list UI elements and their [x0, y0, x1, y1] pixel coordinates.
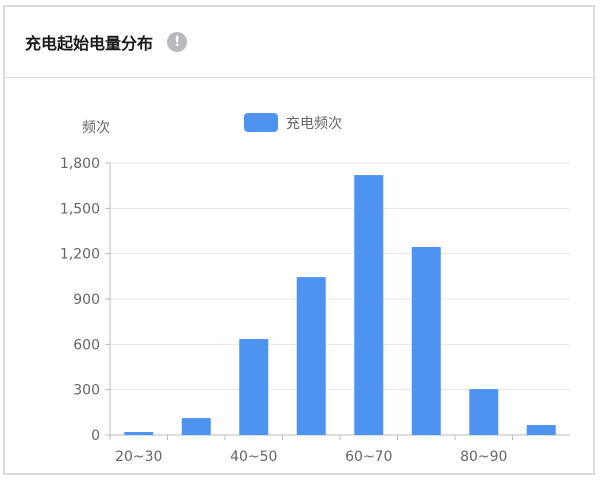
- x-tick-label: 20~30: [115, 449, 162, 465]
- y-tick-label: 0: [91, 428, 100, 444]
- bar: [296, 277, 326, 435]
- bar: [239, 339, 269, 435]
- y-tick-label: 900: [73, 292, 100, 308]
- y-tick-label: 300: [73, 383, 100, 399]
- y-axis-label: 频次: [82, 120, 110, 136]
- bar: [124, 431, 154, 435]
- bar: [181, 418, 211, 435]
- bar: [411, 247, 441, 435]
- y-tick-label: 1,200: [60, 247, 100, 263]
- x-tick-label: 80~90: [460, 449, 507, 465]
- x-tick-label: 40~50: [230, 449, 277, 465]
- card-title: 充电起始电量分布: [25, 34, 154, 53]
- legend-swatch[interactable]: [244, 113, 278, 132]
- bar: [354, 175, 384, 436]
- card-header: 充电起始电量分布 !: [5, 7, 593, 78]
- bar: [526, 425, 556, 435]
- y-tick-label: 600: [73, 337, 100, 353]
- legend-label[interactable]: 充电频次: [286, 116, 342, 132]
- exclamation-circle-icon[interactable]: !: [167, 32, 188, 52]
- y-tick-label: 1,500: [60, 201, 100, 217]
- x-tick-label: 60~70: [345, 449, 392, 465]
- bar: [469, 389, 499, 435]
- y-tick-label: 1,800: [60, 156, 100, 172]
